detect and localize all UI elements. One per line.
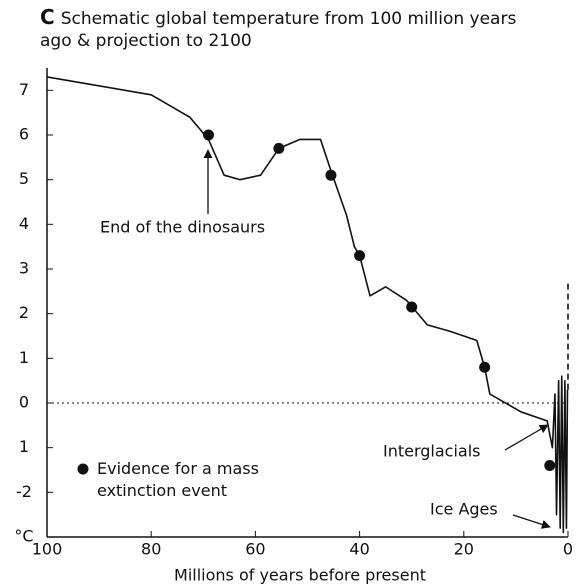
y-tick-label: 1 [19, 437, 29, 456]
y-tick-label: 6 [19, 125, 29, 144]
chart-title: C Schematic global temperature from 100 m… [40, 6, 520, 52]
extinction-dot [354, 250, 366, 262]
annotation-arrow [504, 424, 549, 451]
y-tick-label: -2 [16, 482, 32, 501]
extinction-dot [479, 361, 491, 373]
y-tick-label: 0 [19, 393, 29, 412]
x-axis-label: Millions of years before present [174, 566, 426, 585]
extinction-dot [406, 301, 418, 313]
extinction-dot [203, 129, 215, 141]
y-tick-label: °C [14, 527, 33, 546]
y-tick-label: 4 [19, 214, 29, 233]
annotation: End of the dinosaurs [100, 218, 265, 237]
x-tick-label: 0 [563, 540, 573, 559]
annotation: Ice Ages [430, 500, 498, 519]
extinction-dot [273, 142, 285, 154]
title-text: Schematic global temperature from 100 mi… [40, 9, 517, 51]
temperature-line [46, 76, 569, 534]
x-tick-label: 40 [349, 540, 369, 559]
y-tick-label: 3 [19, 259, 29, 278]
extinction-dot [325, 169, 337, 181]
x-tick-label: 100 [32, 540, 63, 559]
y-tick-label: 7 [19, 80, 29, 99]
legend-label: Evidence for a mass extinction event [97, 459, 259, 500]
extinction-dot [544, 460, 556, 472]
annotation: Interglacials [383, 442, 481, 461]
y-tick-label: 2 [19, 303, 29, 322]
x-tick-label: 60 [245, 540, 265, 559]
x-tick-label: 20 [454, 540, 474, 559]
panel-label: C [40, 5, 55, 29]
legend-marker [77, 463, 89, 475]
y-tick-label: 1 [19, 348, 29, 367]
annotation-arrow [512, 514, 551, 529]
x-tick-label: 80 [141, 540, 161, 559]
y-tick-label: 5 [19, 169, 29, 188]
